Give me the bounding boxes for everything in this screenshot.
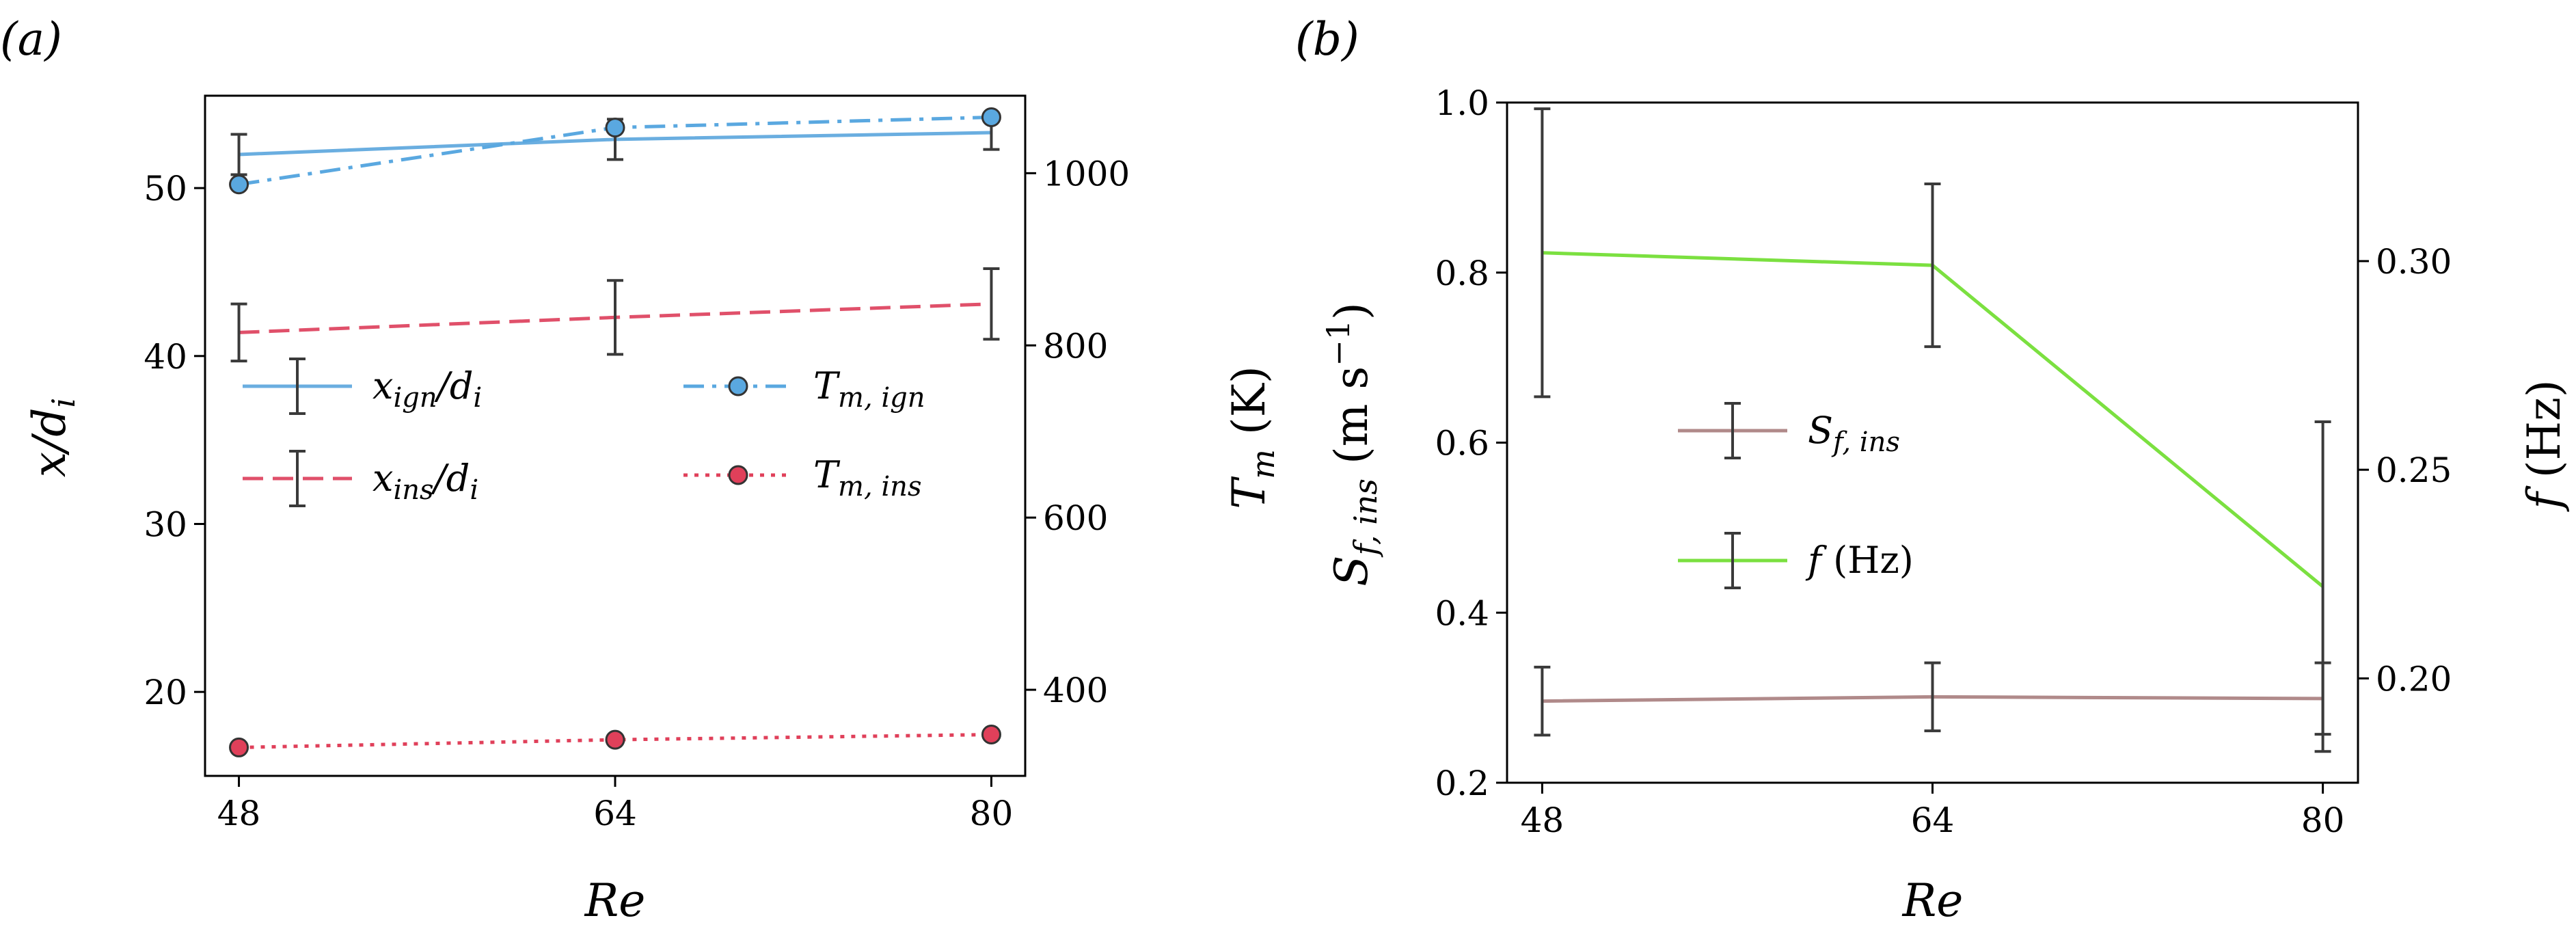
y-tick-label: 20: [144, 673, 187, 712]
y-right-tick-label: 400: [1043, 671, 1108, 710]
legend-entry: xign/di: [243, 358, 482, 415]
legend-entry: Tm, ign: [683, 364, 925, 414]
y-tick-label: 0.6: [1435, 424, 1489, 463]
data-point: [229, 174, 249, 195]
legend-entry: f (Hz): [1678, 532, 1914, 589]
y-tick-label: 0.2: [1435, 764, 1489, 803]
legend-entry: Sf, ins: [1678, 402, 1900, 459]
data-point: [229, 737, 249, 757]
panel-b: (b) 48 64 80 0.2 0.4 0.6 0.8 1.0 0.20 0.25 0.30 Re…: [1295, 13, 2571, 927]
panel-a-x-axis-label: Re: [584, 874, 646, 927]
x-tick-label: 48: [217, 794, 261, 833]
y-right-tick-label: 0.25: [2376, 450, 2452, 490]
panel-a-right-axis-label: Tm (K): [1223, 366, 1282, 509]
y-tick-label: 0.4: [1435, 593, 1489, 633]
legend-label: Sf, ins: [1808, 409, 1900, 458]
legend-label: Tm, ins: [813, 453, 921, 502]
x-tick-label: 80: [2301, 800, 2345, 840]
y-right-tick-label: 1000: [1043, 154, 1130, 193]
y-tick-label: 40: [144, 337, 187, 377]
data-point: [605, 118, 625, 138]
y-tick-label: 1.0: [1435, 83, 1489, 123]
y-right-tick-label: 600: [1043, 498, 1108, 538]
legend-entry: Tm, ins: [683, 453, 921, 502]
panel-a-frame: [204, 94, 1027, 777]
legend-label: xins/di: [372, 457, 478, 506]
panel-b-plot: 48 64 80 0.2 0.4 0.6 0.8 1.0 0.20 0.25 0.30: [1435, 83, 2452, 840]
series-line-3: [239, 733, 992, 749]
panel-b-x-axis-label: Re: [1902, 874, 1964, 927]
data-point: [981, 107, 1001, 127]
panel-b-right-axis-label: f (Hz): [2518, 379, 2571, 512]
legend-label: xign/di: [372, 364, 482, 414]
panel-a-legend: xign/di Tm, ign xins/di Tm, ins: [243, 358, 925, 507]
y-right-tick-label: 800: [1043, 326, 1108, 366]
y-tick-label: 30: [144, 504, 187, 544]
legend-entry: xins/di: [243, 450, 478, 507]
legend-label: Tm, ign: [813, 364, 925, 414]
y-tick-label: 50: [144, 169, 187, 208]
panel-b-frame: [1506, 101, 2359, 784]
panel-b-legend: Sf, ins f (Hz): [1678, 402, 1914, 589]
legend-marker: [728, 376, 748, 396]
legend-marker: [728, 465, 748, 485]
y-right-tick-label: 0.20: [2376, 659, 2452, 699]
y-right-tick-label: 0.30: [2376, 242, 2452, 282]
panel-a-label: (a): [0, 13, 62, 66]
panel-a-y-axis-label: x/di: [23, 398, 82, 477]
panel-b-label: (b): [1295, 13, 1359, 66]
data-point: [605, 729, 625, 750]
x-tick-label: 64: [1911, 800, 1955, 840]
legend-label: f (Hz): [1805, 539, 1914, 582]
panel-a-gridless-plot: 48 64 80 20 30 40 50 400 600 800 1000: [144, 107, 1130, 833]
y-tick-label: 0.8: [1435, 254, 1489, 293]
panel-b-y-axis-label: Sf, ins (m s−1): [1320, 302, 1384, 587]
data-point: [981, 725, 1001, 745]
x-tick-label: 80: [970, 794, 1014, 833]
x-tick-label: 48: [1521, 800, 1564, 840]
x-tick-label: 64: [593, 794, 637, 833]
